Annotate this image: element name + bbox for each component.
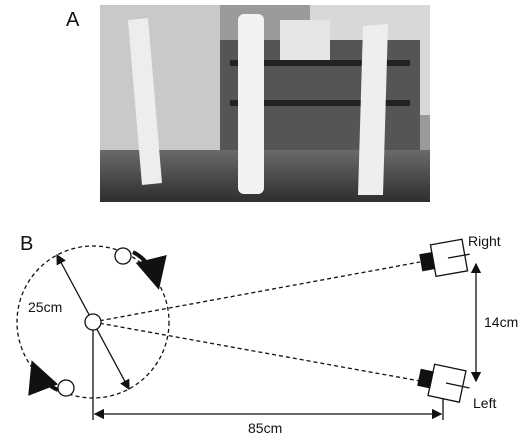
panel-label: B bbox=[20, 233, 33, 255]
panel-label: A bbox=[66, 9, 80, 31]
photo bbox=[100, 5, 430, 202]
setup-diagram bbox=[17, 238, 476, 420]
distance-label: 85cm bbox=[248, 420, 282, 436]
separation-label: 14cm bbox=[484, 314, 518, 330]
camera-label: Left bbox=[473, 395, 496, 411]
camera-label: Right bbox=[468, 233, 501, 249]
figure: A B bbox=[0, 0, 532, 439]
diameter-label: 25cm bbox=[28, 299, 62, 315]
